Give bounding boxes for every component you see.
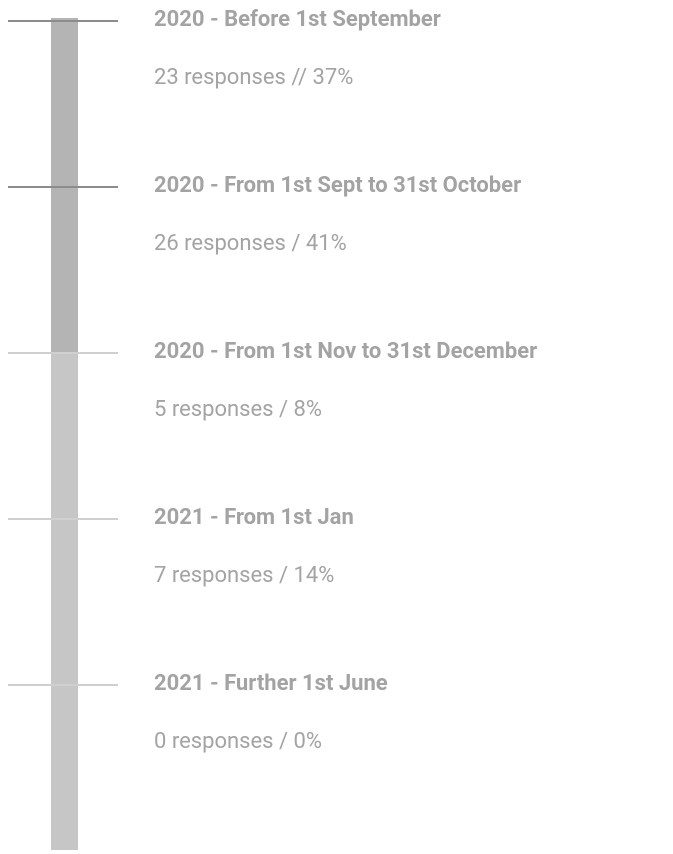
- item-detail: 7 responses / 14%: [154, 563, 335, 588]
- timeline-tick: [8, 684, 118, 686]
- timeline-bar-past: [51, 18, 78, 352]
- item-title: 2020 - From 1st Nov to 31st December: [154, 339, 538, 364]
- item-detail: 26 responses / 41%: [154, 231, 347, 256]
- timeline-tick: [8, 352, 118, 354]
- item-title: 2021 - Further 1st June: [154, 671, 388, 696]
- item-title: 2020 - Before 1st September: [154, 7, 441, 32]
- item-title: 2020 - From 1st Sept to 31st October: [154, 173, 522, 198]
- item-detail: 23 responses // 37%: [154, 65, 354, 90]
- item-title: 2021 - From 1st Jan: [154, 505, 354, 530]
- timeline-tick: [8, 186, 118, 188]
- timeline-bar-future: [51, 352, 78, 850]
- timeline-tick: [8, 20, 118, 22]
- item-detail: 0 responses / 0%: [154, 729, 322, 754]
- item-detail: 5 responses / 8%: [154, 397, 322, 422]
- timeline-tick: [8, 518, 118, 520]
